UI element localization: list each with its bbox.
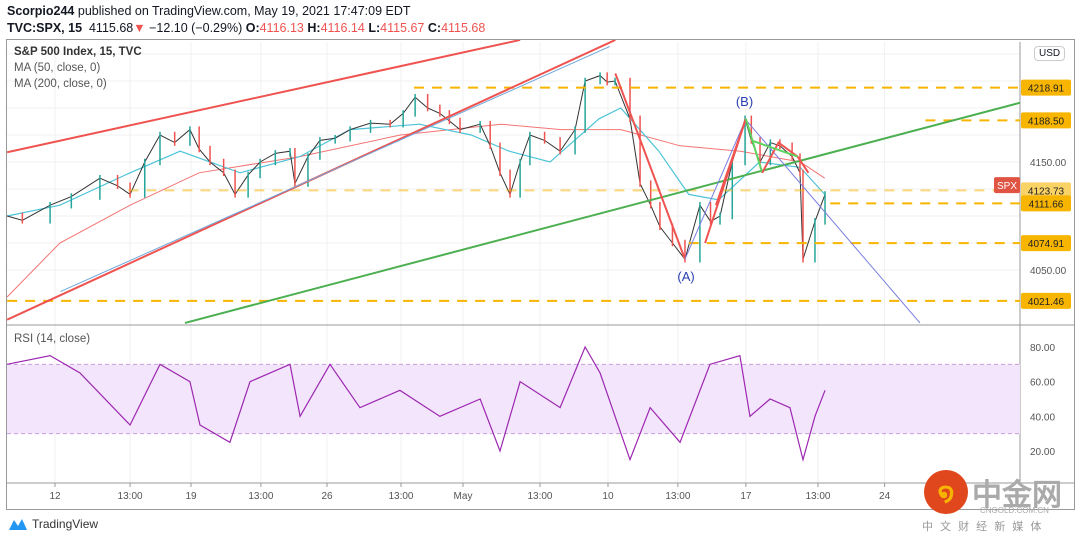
open-label: O:: [245, 21, 260, 35]
high-label: H:: [307, 21, 321, 35]
x-tick-label: 13:00: [805, 491, 830, 502]
x-tick-label: 13:00: [248, 491, 273, 502]
trendline: [745, 119, 921, 324]
x-tick-label: May: [454, 491, 473, 502]
level-price-tag: [1021, 195, 1071, 212]
cngold-logo-icon: ໑: [924, 470, 968, 514]
watermark-text: 中金网: [972, 479, 1062, 512]
ohlc-bar: TVC:SPX, 15 4115.68▼ −12.10 (−0.29%) O:4…: [7, 21, 485, 35]
y-tick-label: 4050.00: [1030, 266, 1067, 277]
tradingview-logo[interactable]: TradingView: [8, 517, 98, 531]
legend-title: S&P 500 Index, 15, TVC: [14, 46, 142, 58]
level-price-label: 4218.91: [1028, 84, 1065, 95]
level-price-label: 4111.66: [1029, 199, 1064, 210]
high-value: 4116.14: [320, 21, 365, 35]
rsi-tick-label: 40.00: [1030, 412, 1055, 423]
level-price-tag: [1021, 235, 1071, 252]
last-price: 4115.68: [88, 21, 134, 35]
tradingview-icon: [9, 519, 27, 530]
published-text: published on TradingView.com, May 19, 20…: [77, 4, 411, 18]
currency-button[interactable]: USD: [1034, 46, 1066, 61]
x-tick-label: 13:00: [665, 491, 690, 502]
publish-info: Scorpio244 published on TradingView.com,…: [7, 4, 411, 18]
x-tick-label: 19: [185, 491, 197, 502]
rsi-tick-label: 20.00: [1030, 447, 1055, 458]
down-arrow-icon: ▼: [133, 21, 146, 35]
trendline: [184, 101, 1020, 324]
level-price-label: 4074.91: [1028, 239, 1065, 250]
rsi-tick-label: 60.00: [1030, 378, 1055, 389]
low-value: 4115.67: [380, 21, 425, 35]
x-tick-label: 26: [321, 491, 333, 502]
symbol: TVC:SPX, 15: [7, 21, 83, 35]
x-tick-label: 10: [602, 491, 614, 502]
change: −12.10 (−0.29%): [149, 21, 243, 35]
wave-label: (B): [736, 94, 753, 109]
level-price-label: 4123.73: [1028, 186, 1065, 197]
trendline: [684, 118, 747, 260]
cngold-watermark: ໑ 中金网 CNGOLD.COM.CN 中 文 财 经 新 媒 体: [922, 470, 1072, 540]
x-tick-label: 13:00: [527, 491, 552, 502]
rsi-line: [7, 345, 826, 462]
low-label: L:: [368, 21, 381, 35]
close-label: C:: [427, 21, 442, 35]
legend-rsi[interactable]: RSI (14, close): [14, 333, 91, 345]
level-price-tag: [1021, 79, 1071, 96]
level-price-tag: [1021, 182, 1071, 199]
close-value: 4115.68: [441, 21, 486, 35]
legend-ma200[interactable]: MA (200, close, 0): [14, 78, 107, 90]
chart-frame[interactable]: [6, 39, 1075, 510]
x-tick-label: 13:00: [388, 491, 413, 502]
level-price-label: 4188.50: [1028, 116, 1065, 127]
level-price-tag: [1021, 112, 1071, 129]
watermark-sub: CNGOLD.COM.CN: [980, 506, 1049, 515]
trendline: [744, 118, 764, 174]
rsi-tick-label: 80.00: [1030, 343, 1055, 354]
level-price-label: 4021.46: [1028, 297, 1065, 308]
level-price-tag: [1021, 292, 1071, 309]
y-tick-label: 4150.00: [1030, 158, 1067, 169]
x-tick-label: 12: [49, 491, 61, 502]
legend-ma50[interactable]: MA (50, close, 0): [14, 62, 101, 74]
current-symbol-label: SPX: [997, 181, 1017, 192]
rsi-band: [7, 364, 1020, 434]
trendline: [614, 73, 686, 260]
trendline: [750, 139, 798, 158]
trendline: [7, 40, 521, 154]
x-tick-label: 24: [879, 491, 891, 502]
brand-text: TradingView: [32, 517, 99, 531]
trendline: [761, 141, 810, 174]
ma200-line: [7, 123, 826, 298]
wave-label: (A): [677, 269, 694, 284]
x-tick-label: 13:00: [118, 491, 143, 502]
x-tick-label: 17: [740, 491, 752, 502]
open-value: 4116.13: [259, 21, 304, 35]
watermark-tag: 中 文 财 经 新 媒 体: [922, 521, 1044, 533]
author[interactable]: Scorpio244: [7, 4, 75, 18]
current-symbol-tag: [994, 177, 1020, 194]
trendline: [60, 45, 611, 293]
trendline: [715, 118, 747, 206]
